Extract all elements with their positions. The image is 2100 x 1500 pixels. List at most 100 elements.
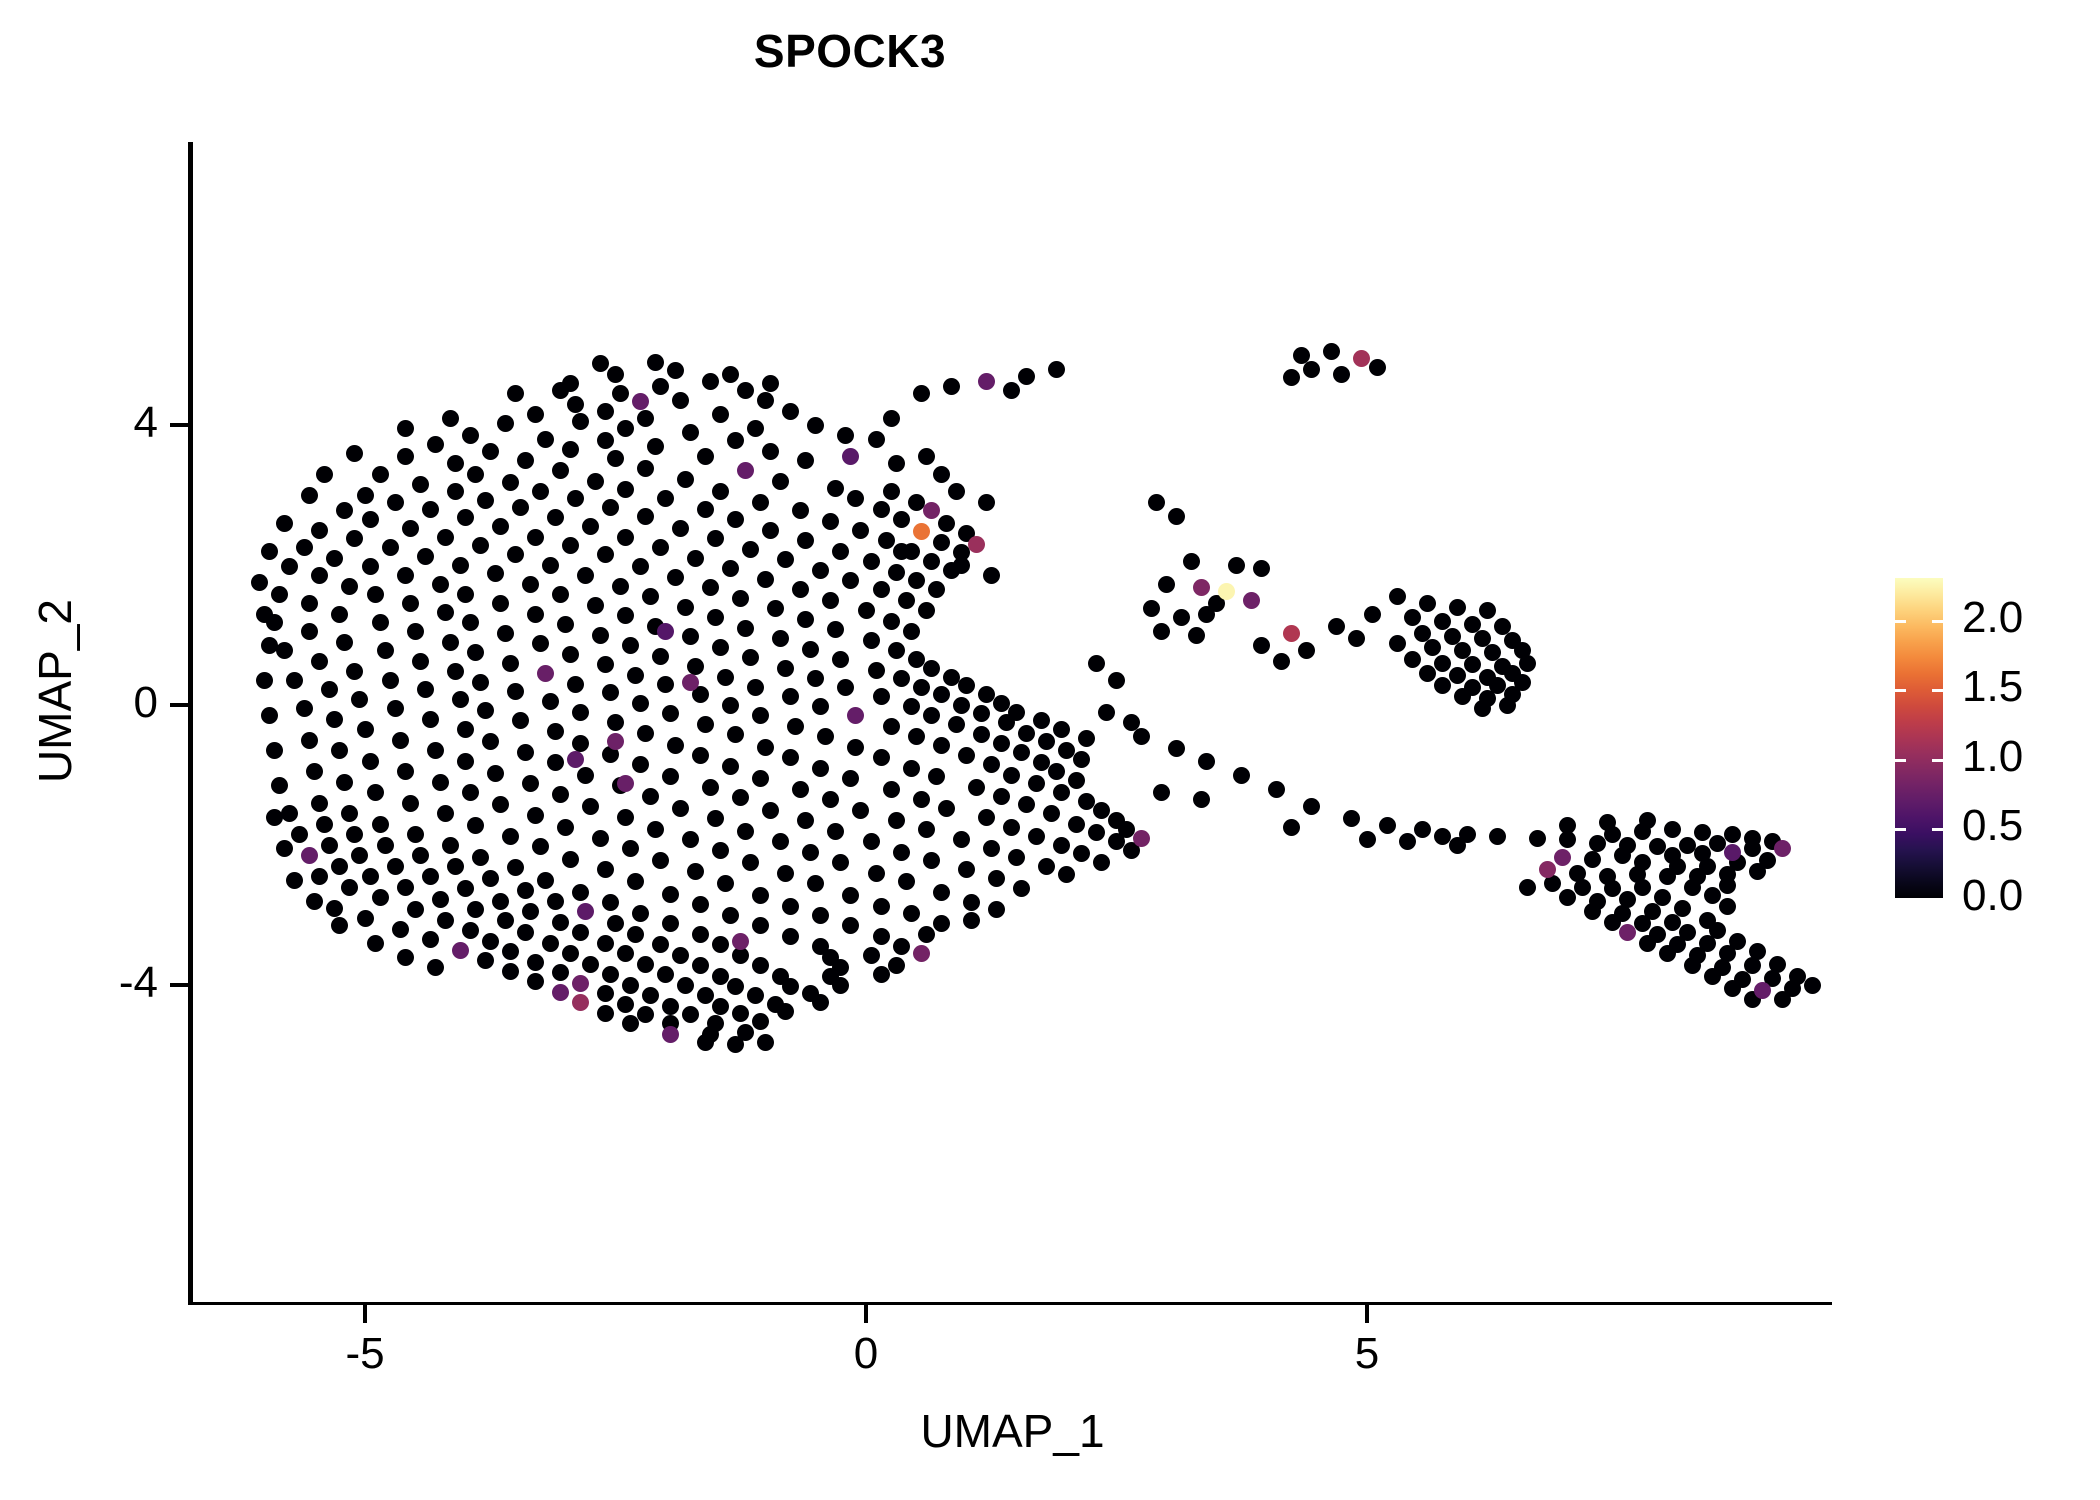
scatter-point	[1133, 829, 1151, 847]
scatter-point	[902, 697, 920, 715]
scatter-point	[401, 794, 419, 812]
scatter-point	[872, 581, 890, 598]
scatter-point	[907, 728, 925, 745]
plot-panel	[193, 142, 1832, 1302]
scatter-point	[907, 571, 925, 589]
scatter-point	[1037, 857, 1055, 875]
scatter-point	[737, 1024, 755, 1042]
scatter-point	[401, 595, 419, 612]
scatter-point	[1463, 616, 1481, 633]
scatter-point	[692, 926, 710, 944]
scatter-point	[882, 409, 900, 427]
scatter-point	[732, 933, 750, 951]
scatter-point	[341, 805, 359, 822]
scatter-point	[601, 893, 619, 911]
scatter-point	[677, 976, 695, 994]
scatter-point	[416, 681, 434, 699]
scatter-point	[702, 779, 720, 797]
scatter-point	[867, 661, 885, 679]
scatter-point	[637, 507, 655, 525]
scatter-point	[396, 567, 414, 584]
scatter-point	[887, 563, 905, 581]
scatter-point	[737, 381, 755, 399]
scatter-point	[376, 641, 394, 659]
scatter-point	[501, 942, 519, 960]
scatter-point	[556, 819, 574, 836]
scatter-point	[551, 913, 569, 931]
scatter-point	[1603, 913, 1621, 931]
colorbar-tick-mark	[1895, 758, 1906, 762]
scatter-point	[586, 597, 604, 615]
scatter-point	[997, 714, 1015, 731]
scatter-point	[486, 765, 504, 783]
x-tick-label: -5	[345, 1329, 385, 1378]
scatter-point	[1664, 821, 1682, 839]
scatter-point	[1303, 798, 1321, 815]
scatter-point	[712, 997, 730, 1015]
scatter-point	[601, 683, 619, 701]
scatter-point	[1724, 843, 1742, 861]
scatter-point	[276, 514, 294, 532]
scatter-point	[917, 821, 935, 839]
scatter-point	[812, 994, 830, 1011]
scatter-point	[1433, 828, 1451, 846]
scatter-point	[957, 676, 975, 694]
scatter-point	[867, 864, 885, 882]
scatter-point	[742, 541, 760, 559]
scatter-point	[652, 378, 670, 395]
scatter-point	[501, 962, 519, 980]
scatter-point	[1123, 714, 1141, 731]
scatter-point	[501, 828, 519, 846]
scatter-point	[847, 738, 865, 756]
scatter-point	[977, 373, 995, 391]
scatter-point	[787, 717, 805, 735]
scatter-point	[1583, 903, 1601, 920]
scatter-point	[566, 395, 584, 413]
colorbar-tick-mark	[1895, 898, 1906, 901]
scatter-point	[1709, 835, 1727, 853]
scatter-point	[1448, 598, 1466, 616]
x-tick-label: 5	[1354, 1329, 1380, 1378]
scatter-point	[1568, 864, 1586, 882]
scatter-point	[1087, 654, 1105, 672]
scatter-point	[281, 557, 299, 575]
scatter-point	[401, 520, 419, 538]
scatter-point	[601, 499, 619, 517]
scatter-point	[331, 857, 349, 875]
scatter-point	[932, 737, 950, 755]
scatter-point	[396, 763, 414, 780]
scatter-point	[1268, 780, 1286, 798]
scatter-point	[456, 721, 474, 738]
scatter-point	[712, 639, 730, 657]
scatter-point	[1558, 889, 1576, 906]
scatter-point	[762, 521, 780, 539]
scatter-point	[561, 646, 579, 664]
colorbar-tick-mark	[1932, 619, 1943, 623]
scatter-point	[812, 906, 830, 924]
scatter-point	[992, 695, 1010, 713]
scatter-point	[797, 532, 815, 549]
scatter-point	[1749, 942, 1767, 960]
scatter-point	[581, 518, 599, 535]
scatter-point	[1619, 891, 1637, 909]
scatter-point	[892, 511, 910, 528]
scatter-point	[1463, 655, 1481, 673]
scatter-point	[932, 686, 950, 703]
scatter-point	[1694, 823, 1712, 841]
scatter-point	[526, 973, 544, 990]
scatter-point	[1012, 879, 1030, 897]
scatter-point	[416, 548, 434, 566]
scatter-point	[461, 613, 479, 631]
scatter-point	[526, 528, 544, 546]
scatter-point	[456, 752, 474, 770]
scatter-point	[752, 886, 770, 904]
scatter-point	[411, 476, 429, 493]
scatter-point	[697, 987, 715, 1004]
scatter-point	[802, 843, 820, 861]
scatter-point	[1774, 990, 1792, 1008]
scatter-point	[617, 996, 635, 1014]
y-tick-mark	[170, 983, 188, 987]
scatter-point	[952, 696, 970, 714]
scatter-point	[947, 483, 965, 500]
scatter-point	[842, 917, 860, 934]
